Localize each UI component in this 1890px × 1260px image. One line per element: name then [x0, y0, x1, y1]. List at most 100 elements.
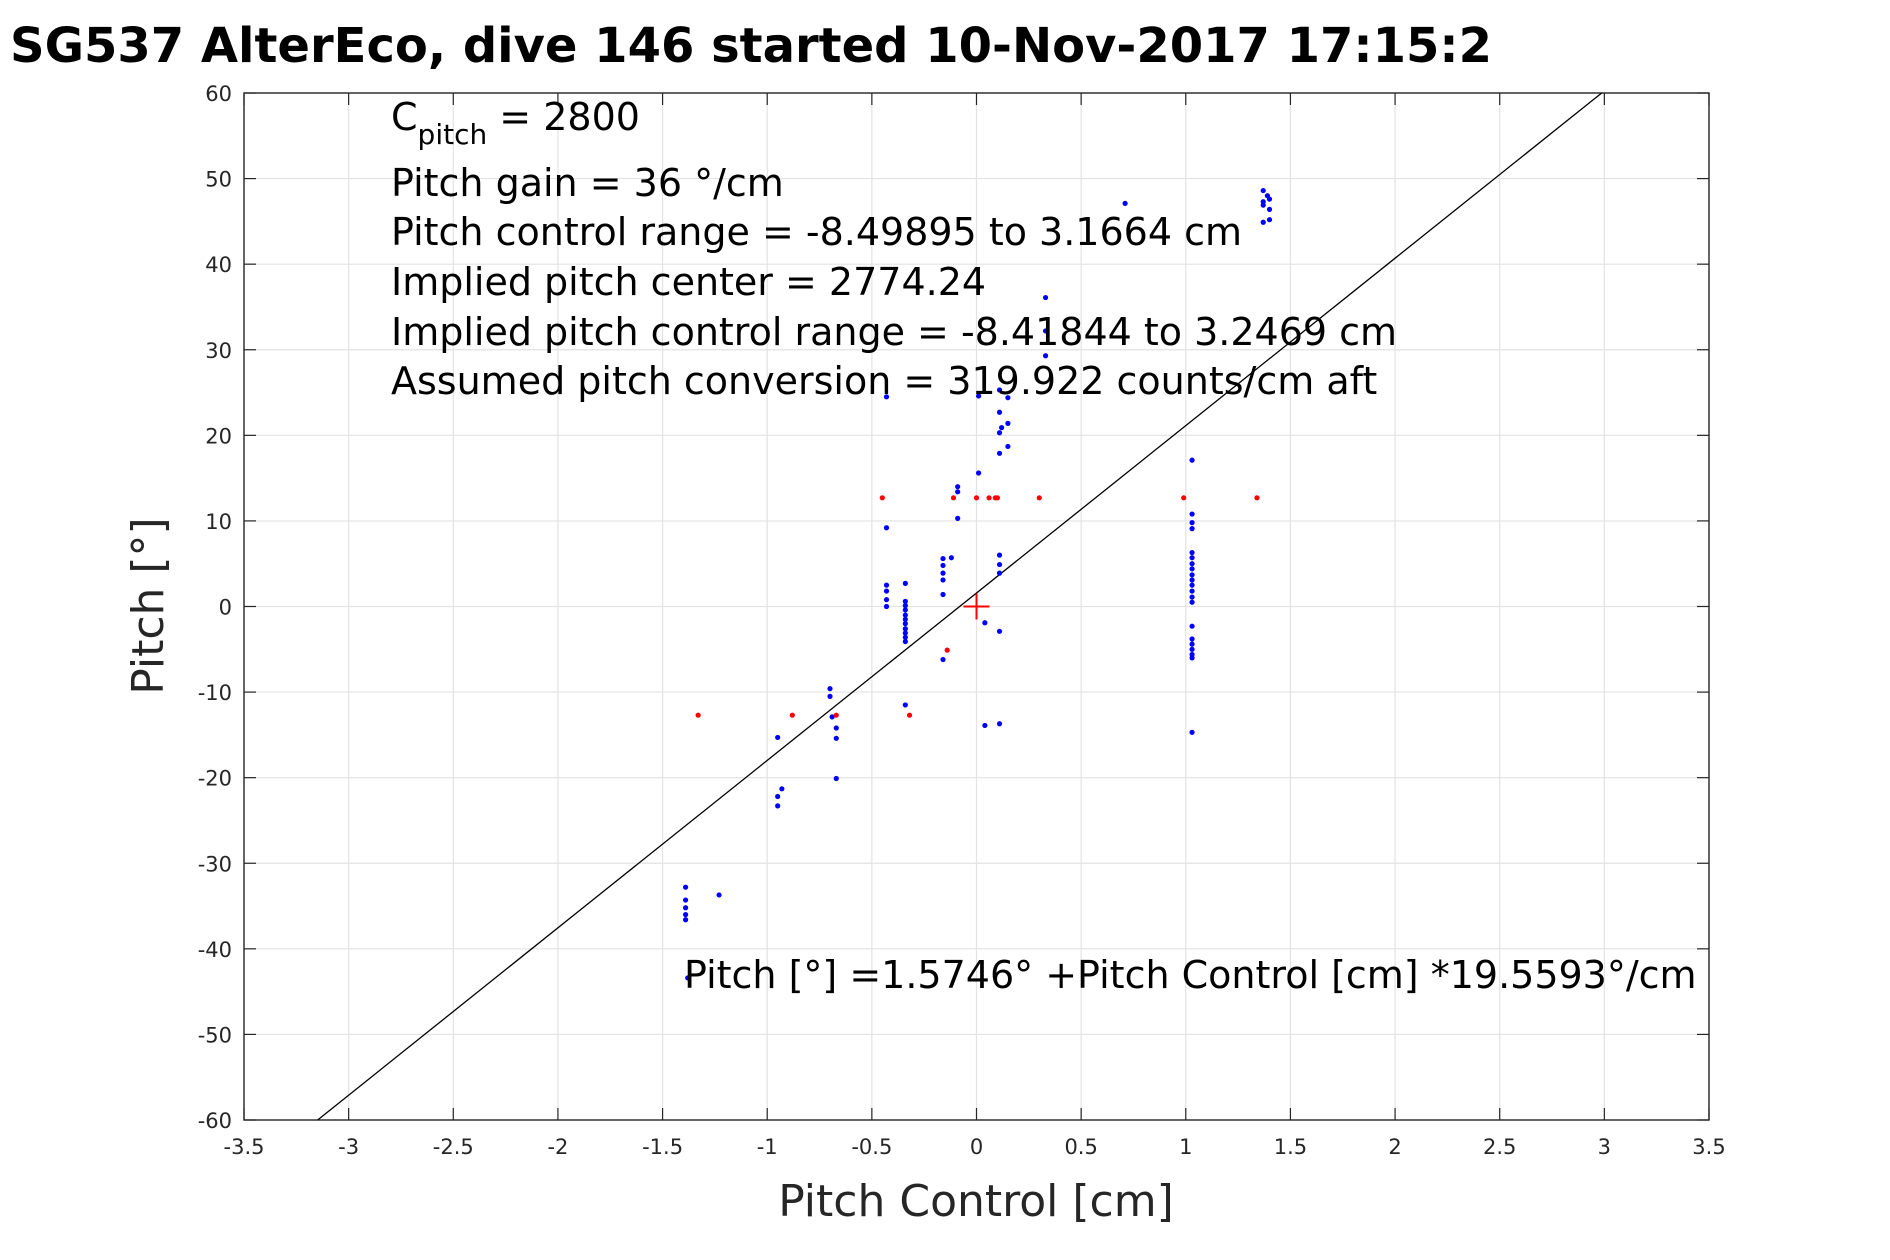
x-axis-label: Pitch Control [cm]: [778, 1176, 1174, 1227]
blue-data-point: [827, 686, 833, 692]
blue-data-point: [1189, 641, 1195, 647]
annotation-implied-range: Implied pitch control range = -8.41844 t…: [391, 310, 1397, 354]
annotation-conversion: Assumed pitch conversion = 319.922 count…: [391, 359, 1377, 403]
blue-data-point: [948, 555, 954, 561]
y-tick-label: -30: [198, 852, 232, 876]
axis-ticks: [243, 92, 1710, 1121]
blue-data-point: [982, 722, 988, 729]
blue-data-point: [902, 626, 908, 632]
blue-data-point: [1189, 511, 1195, 517]
blue-data-point: [883, 582, 890, 588]
annotation-block: Cpitch = 2800 Pitch gain = 36 °/cm Pitch…: [391, 95, 1397, 403]
red-data-point: [879, 495, 885, 501]
blue-data-point: [682, 912, 689, 918]
blue-data-point: [1005, 395, 1011, 401]
blue-data-point: [902, 598, 908, 604]
blue-data-point: [982, 620, 988, 626]
blue-data-point: [1042, 328, 1049, 334]
red-data-point: [950, 495, 957, 501]
x-tick-label: 1: [1179, 1135, 1192, 1159]
y-tick-label: 10: [205, 510, 232, 534]
x-tick-label: -3.5: [224, 1135, 265, 1159]
blue-data-point: [775, 793, 781, 800]
blue-data-point: [902, 621, 908, 627]
blue-data-point: [902, 580, 908, 586]
blue-data-point: [1266, 217, 1273, 223]
blue-data-point: [883, 603, 890, 610]
blue-data-point: [1189, 582, 1195, 588]
blue-data-point: [1189, 555, 1195, 561]
x-tick-label: 1.5: [1274, 1135, 1307, 1159]
red-data-point: [1036, 495, 1042, 501]
x-tick-label: -1: [757, 1135, 778, 1159]
red-data-point: [695, 712, 701, 718]
red-data-point: [973, 495, 980, 501]
c-pitch-value: = 2800: [487, 95, 640, 139]
blue-data-point: [996, 387, 1003, 393]
blue-data-point: [883, 394, 890, 400]
blue-data-point: [940, 555, 946, 562]
blue-data-point: [940, 562, 946, 569]
red-data-point: [986, 495, 992, 501]
red-data-point: [906, 712, 913, 718]
blue-data-point: [1189, 561, 1195, 567]
x-tick-label: 3.5: [1692, 1135, 1725, 1159]
blue-data-point: [682, 897, 689, 903]
blue-data-point: [902, 616, 908, 622]
blue-data-point: [685, 975, 691, 981]
blue-data-point: [1189, 457, 1195, 463]
blue-data-point: [1189, 572, 1195, 578]
x-tick-label: -3: [338, 1135, 359, 1159]
chart-title: SG537 AlterEco, dive 146 started 10-Nov-…: [10, 18, 1492, 74]
blue-data-point: [883, 597, 890, 603]
x-tick-label: 0: [970, 1135, 983, 1159]
x-tick-labels: -3.5 -3 -2.5 -2 -1.5 -1 -0.5 0 0.5 1 1.5 2 2.5 3 3.5: [224, 1135, 1726, 1159]
y-tick-label: 40: [205, 253, 232, 277]
blue-data-point: [716, 892, 722, 898]
x-tick-label: 3: [1598, 1135, 1611, 1159]
blue-data-point: [902, 607, 908, 613]
blue-data-point: [940, 577, 946, 583]
y-tick-label: -60: [198, 1109, 232, 1133]
blue-data-point: [883, 525, 890, 531]
y-tick-label: -10: [198, 681, 232, 705]
grid: [243, 92, 1710, 1121]
annotation-implied-center: Implied pitch center = 2774.24: [391, 260, 986, 304]
red-data-point: [789, 712, 795, 718]
blue-data-point: [1189, 646, 1195, 652]
blue-data-point: [833, 725, 839, 731]
plot-content: [317, 92, 1603, 1121]
blue-data-point: [682, 905, 689, 911]
y-tick-label: 30: [205, 339, 232, 363]
blue-data-point: [996, 552, 1003, 558]
blue-data-point: [833, 775, 839, 782]
y-tick-label: -20: [198, 767, 232, 791]
blue-data-point: [1189, 526, 1195, 532]
blue-data-point: [1189, 636, 1195, 642]
x-tick-label: -0.5: [851, 1135, 892, 1159]
blue-data-point: [1266, 206, 1273, 212]
blue-data-point: [775, 803, 781, 809]
blue-data-point: [1189, 729, 1195, 735]
red-data-point: [833, 712, 839, 718]
blue-data-point: [902, 603, 908, 609]
blue-data-point: [996, 570, 1003, 576]
blue-data-point: [833, 735, 839, 741]
blue-data-point: [996, 721, 1003, 727]
blue-data-point: [1189, 549, 1195, 556]
y-axis-label: Pitch [°]: [123, 517, 174, 694]
y-tick-label: 20: [205, 424, 232, 448]
annotation-control-range: Pitch control range = -8.49895 to 3.1664…: [391, 210, 1242, 254]
blue-data-point: [1260, 202, 1266, 208]
blue-data-point: [1260, 219, 1266, 225]
blue-data-point: [955, 489, 961, 495]
red-data-point: [1254, 495, 1260, 501]
x-tick-label: 2.5: [1483, 1135, 1516, 1159]
blue-data-point: [955, 484, 961, 490]
x-tick-label: 0.5: [1064, 1135, 1097, 1159]
x-tick-label: -2.5: [433, 1135, 474, 1159]
blue-data-point: [829, 714, 835, 720]
y-tick-label: 0: [219, 596, 232, 620]
blue-data-point: [682, 917, 689, 923]
